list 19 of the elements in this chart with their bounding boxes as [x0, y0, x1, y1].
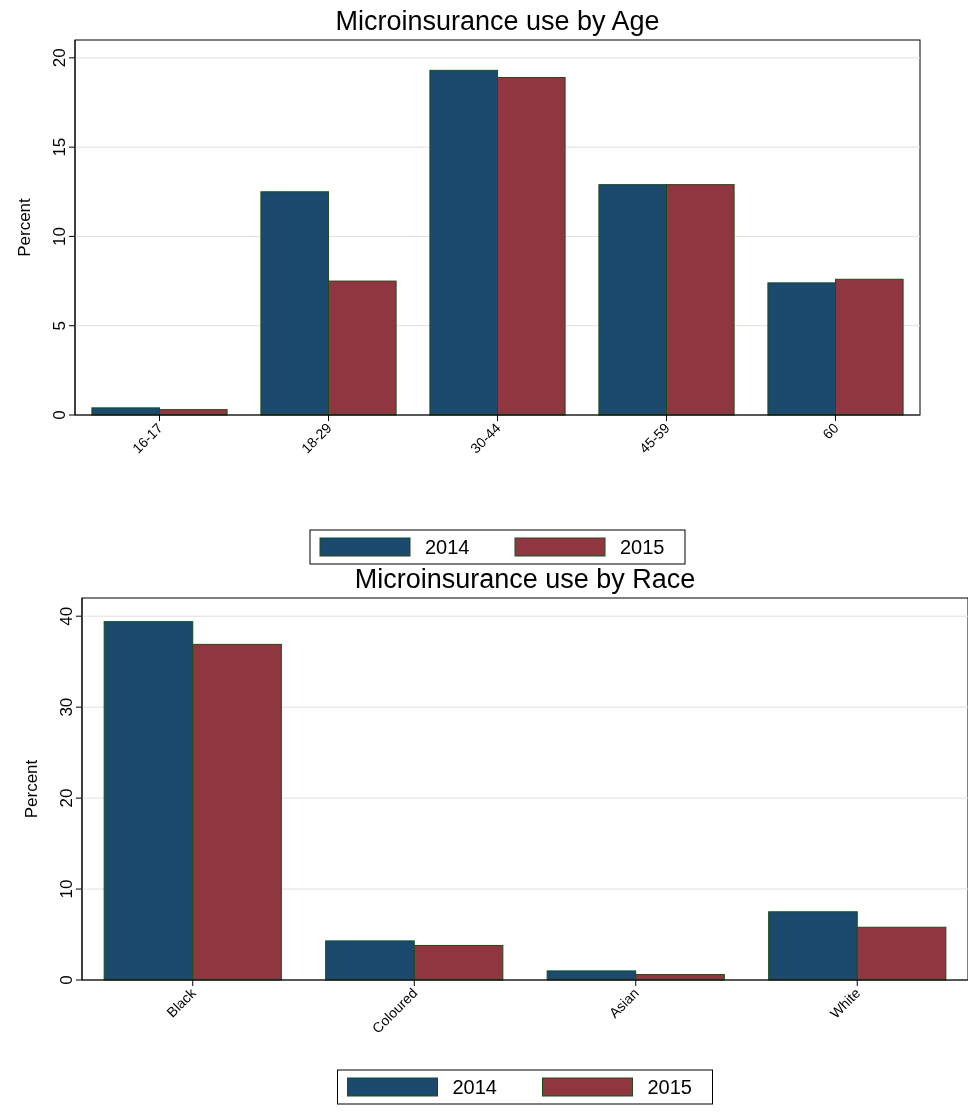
y-tick-label: 0: [50, 410, 69, 420]
x-tick-label: 60: [819, 419, 842, 443]
y-tick-label: 10: [57, 879, 76, 899]
y-tick-label: 20: [57, 788, 76, 808]
y-tick-label: 30: [57, 697, 76, 717]
y-tick-label: 5: [50, 320, 69, 331]
chart-title: Microinsurance use by Race: [354, 564, 696, 594]
legend-label: 2015: [620, 536, 665, 558]
y-axis-title: Percent: [22, 759, 41, 819]
y-tick-label: 15: [50, 137, 69, 157]
chart-title: Microinsurance use by Age: [335, 6, 660, 36]
y-tick-label: 20: [50, 48, 69, 68]
legend-label: 2014: [452, 1076, 497, 1098]
y-tick-label: 40: [57, 606, 76, 626]
y-tick-label: 10: [50, 226, 69, 246]
y-tick-label: 0: [57, 975, 76, 985]
legend-label: 2014: [425, 536, 470, 558]
legend-label: 2015: [647, 1076, 692, 1098]
y-axis-title: Percent: [15, 197, 34, 257]
